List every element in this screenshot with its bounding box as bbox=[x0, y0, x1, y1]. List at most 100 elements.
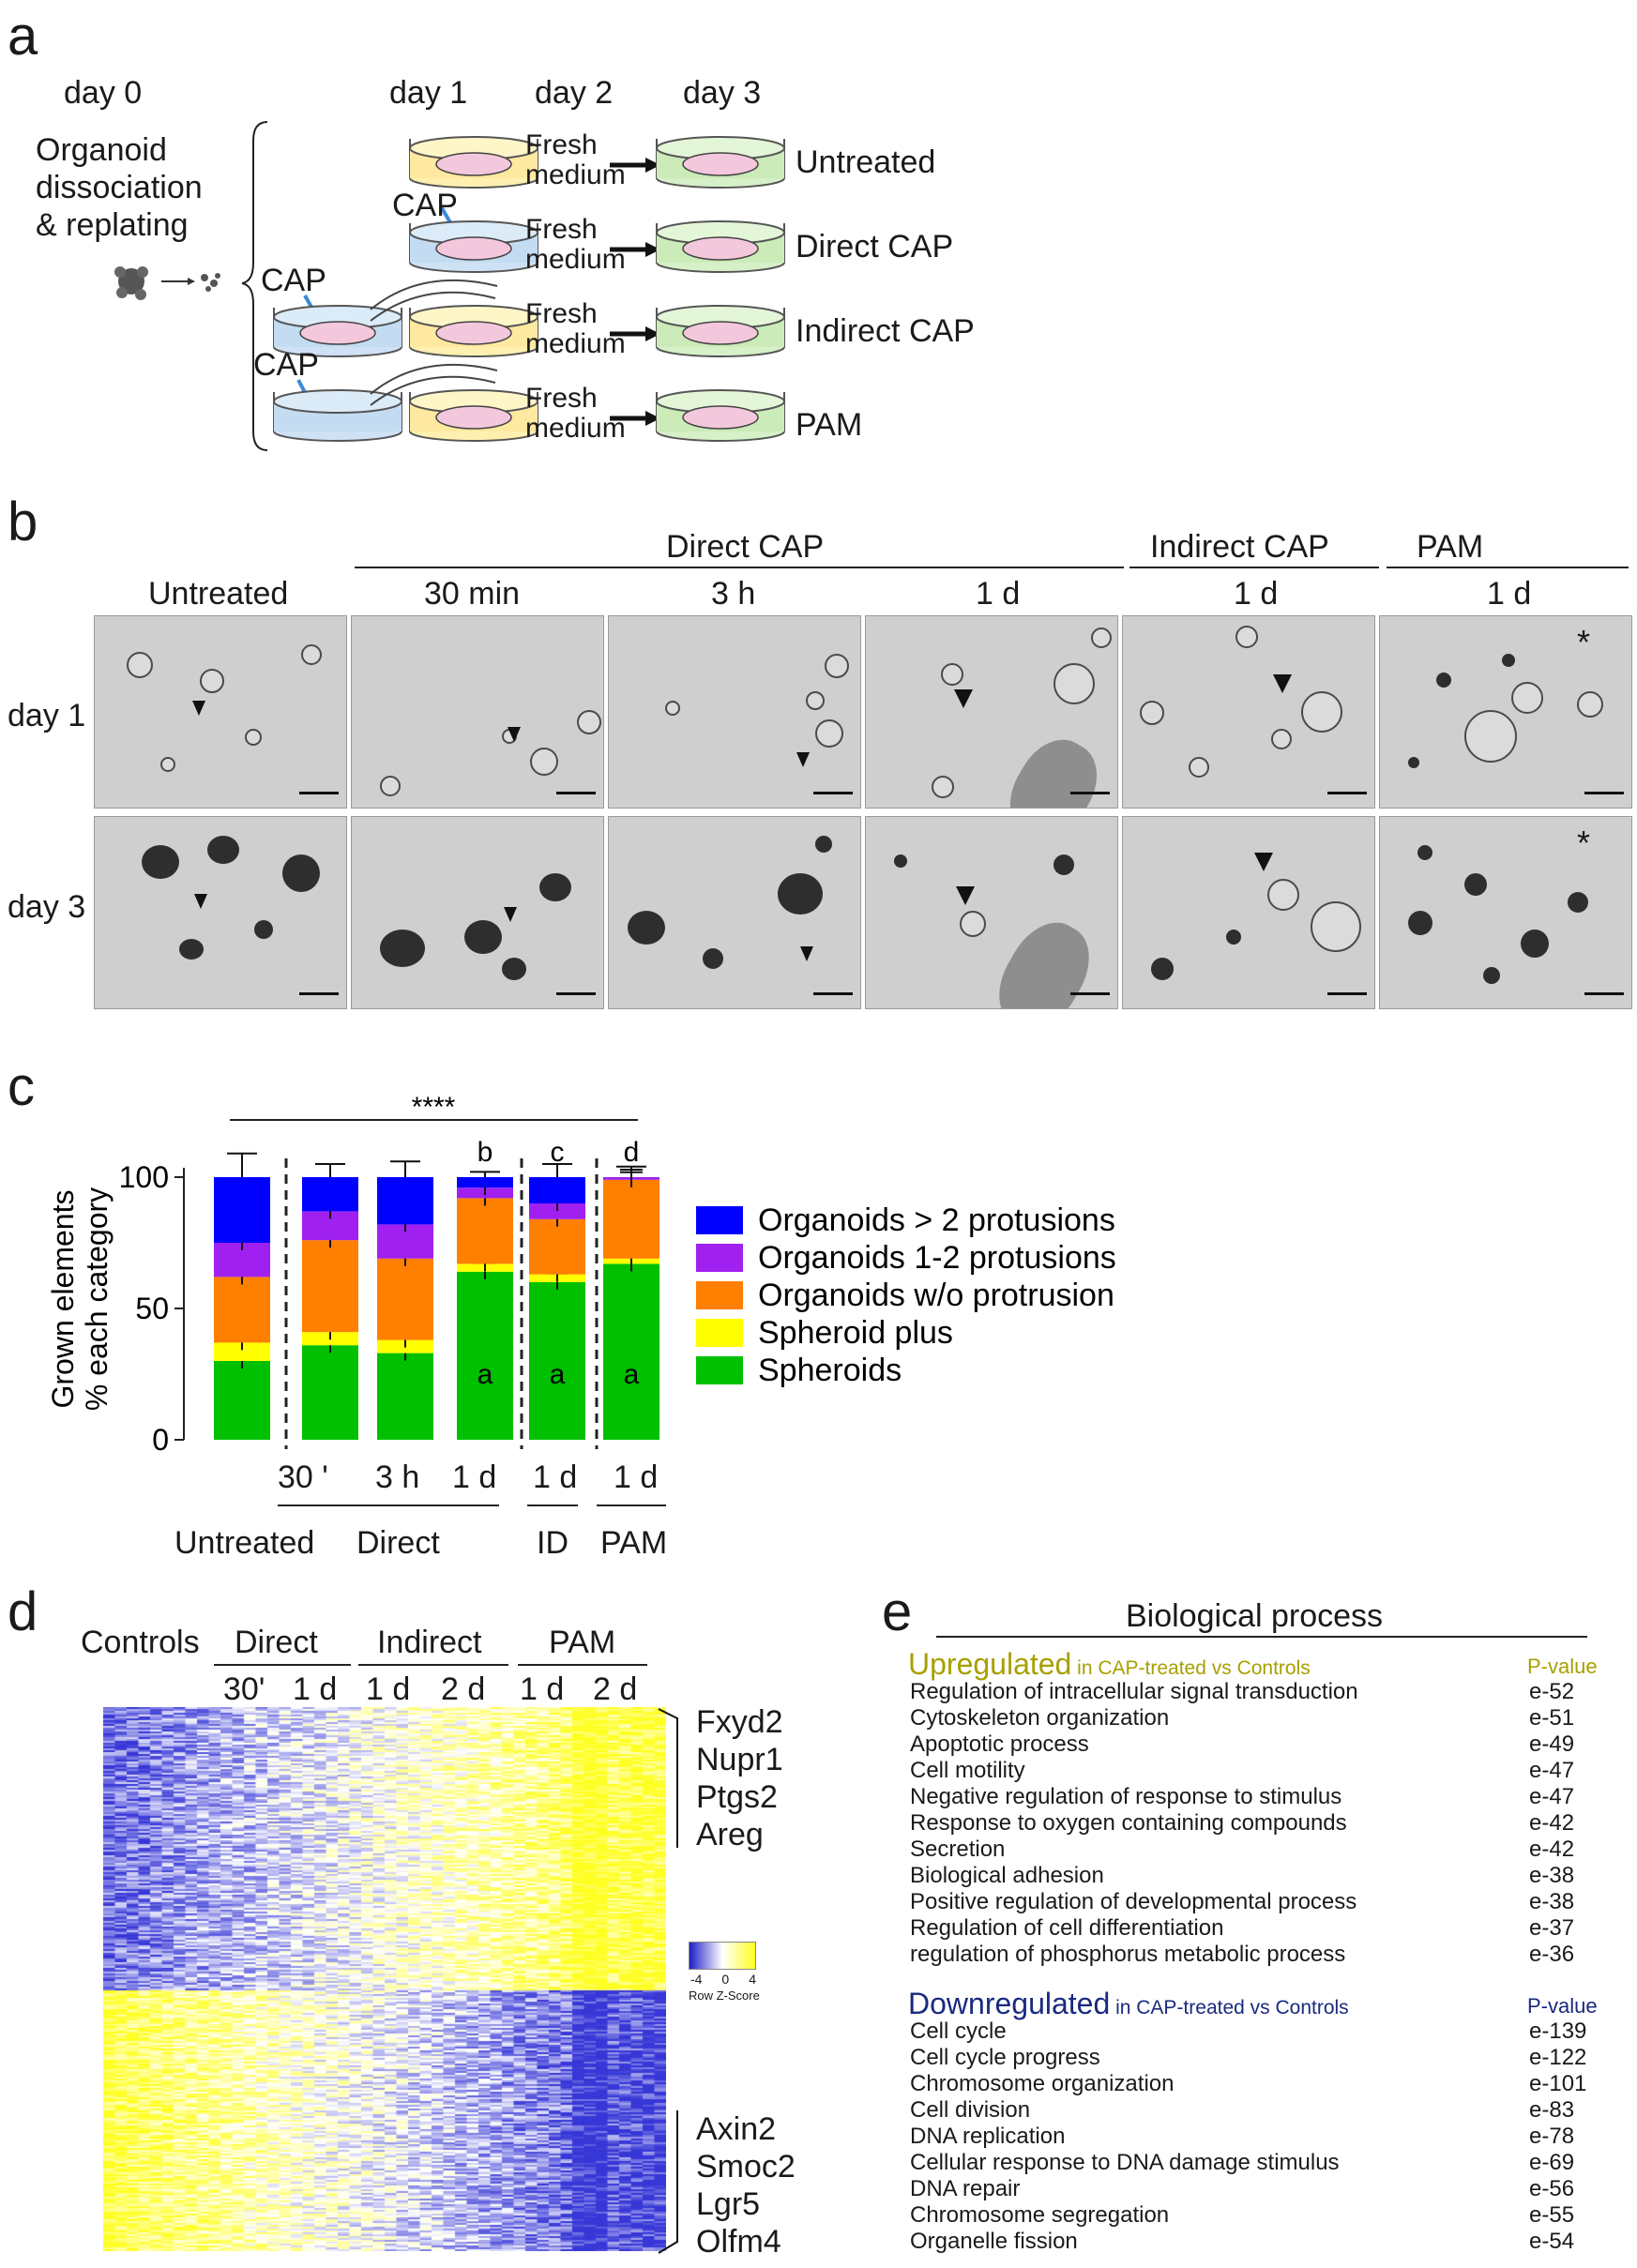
legend-label: Organoids 1-2 protusions bbox=[758, 1240, 1116, 1276]
legend-swatch bbox=[696, 1206, 743, 1234]
go-term-row: Chromosome segregation e-55 bbox=[910, 2202, 1595, 2229]
micrograph-30min-day3 bbox=[351, 816, 604, 1009]
go-term-name: regulation of phosphorus metabolic proce… bbox=[910, 1942, 1346, 1967]
col-1d-direct: 1 d bbox=[976, 576, 1021, 612]
fresh-4: Fresh bbox=[525, 383, 598, 414]
go-term-name: Regulation of intracellular signal trans… bbox=[910, 1679, 1358, 1704]
hm-col-2d-pam: 2 d bbox=[593, 1671, 638, 1707]
significance-letter: b bbox=[477, 1137, 493, 1168]
downregulated-heading: Downregulated bbox=[908, 1987, 1111, 2020]
row-untreated: Untreated bbox=[796, 144, 936, 180]
go-term-name: Negative regulation of response to stimu… bbox=[910, 1784, 1342, 1809]
dish-direct-day3 bbox=[656, 220, 785, 273]
xgroup-id: ID bbox=[537, 1525, 568, 1561]
cap-label-indirect: CAP bbox=[261, 263, 326, 298]
go-term-name: Organelle fission bbox=[910, 2229, 1078, 2254]
col-1d-pam: 1 d bbox=[1487, 576, 1532, 612]
dissociation-text: Organoid dissociation & replating bbox=[36, 131, 203, 244]
xgroup-direct: Direct bbox=[356, 1525, 440, 1561]
go-term-pvalue: e-55 bbox=[1529, 2202, 1575, 2228]
letter-a: a bbox=[477, 1359, 493, 1390]
gene-brackets bbox=[658, 1708, 678, 2254]
go-term-name: Cellular response to DNA damage stimulus bbox=[910, 2150, 1340, 2175]
micrograph-30min-day1 bbox=[351, 615, 604, 809]
go-term-pvalue: e-37 bbox=[1529, 1915, 1575, 1941]
go-term-name: Positive regulation of developmental pro… bbox=[910, 1889, 1357, 1914]
hm-direct-line bbox=[214, 1664, 351, 1666]
fresh-2: Fresh bbox=[525, 214, 598, 245]
bar-segment bbox=[214, 1361, 270, 1440]
up-pvalue-header: P-value bbox=[1527, 1655, 1598, 1678]
micrograph-1d-pam-day3: * bbox=[1379, 816, 1632, 1009]
go-term-row: Regulation of intracellular signal trans… bbox=[910, 1679, 1595, 1705]
go-term-row: Secretion e-42 bbox=[910, 1837, 1595, 1863]
row-day1: day 1 bbox=[8, 698, 86, 733]
go-term-row: Apoptotic process e-49 bbox=[910, 1731, 1595, 1758]
significance-letter: c bbox=[551, 1137, 565, 1168]
go-term-pvalue: e-38 bbox=[1529, 1863, 1575, 1888]
hm-col-2d-indirect: 2 d bbox=[441, 1671, 486, 1707]
day1-label: day 1 bbox=[389, 75, 468, 111]
go-term-pvalue: e-36 bbox=[1529, 1942, 1575, 1967]
go-term-name: Cell cycle progress bbox=[910, 2045, 1100, 2070]
step-line-2: dissociation bbox=[36, 170, 203, 205]
go-term-name: Response to oxygen containing compounds bbox=[910, 1810, 1347, 1836]
bar-segment bbox=[529, 1218, 585, 1275]
zscore-tick-mid: 0 bbox=[721, 1972, 730, 1987]
hm-group-direct: Direct bbox=[235, 1625, 318, 1660]
go-term-row: regulation of phosphorus metabolic proce… bbox=[910, 1942, 1595, 1968]
day2-label: day 2 bbox=[535, 75, 614, 111]
bar-segment bbox=[302, 1345, 358, 1440]
group-direct-cap: Direct CAP bbox=[666, 529, 825, 565]
micrograph-1d-direct-day1 bbox=[865, 615, 1118, 809]
go-term-row: DNA repair e-56 bbox=[910, 2176, 1595, 2202]
indirect-cap-line bbox=[1129, 567, 1379, 568]
step-line-1: Organoid bbox=[36, 132, 167, 168]
go-term-name: Secretion bbox=[910, 1837, 1006, 1862]
go-term-pvalue: e-49 bbox=[1529, 1731, 1575, 1757]
zscore-label: Row Z-Score bbox=[689, 1988, 760, 2003]
go-term-pvalue: e-47 bbox=[1529, 1784, 1575, 1809]
zscore-ticks: -4 0 4 bbox=[690, 1972, 756, 1987]
panel-c-label: c bbox=[8, 1056, 35, 1117]
go-term-name: Cell cycle bbox=[910, 2019, 1007, 2044]
bar-segment bbox=[529, 1282, 585, 1440]
hm-col-1d-indirect: 1 d bbox=[366, 1671, 411, 1707]
arrow-untreated bbox=[610, 158, 660, 173]
go-term-pvalue: e-42 bbox=[1529, 1837, 1575, 1862]
go-term-pvalue: e-51 bbox=[1529, 1705, 1575, 1731]
dish-indirect-cap bbox=[273, 295, 402, 357]
pam-group-line bbox=[597, 1504, 666, 1506]
stacked-bar-chart: 0 50 100 Grown elements% each category **** b… bbox=[46, 1092, 1116, 1457]
down-header: Downregulated in CAP-treated vs Controls bbox=[908, 1987, 1349, 2021]
genes-up: Fxyd2 Nupr1 Ptgs2 Areg bbox=[696, 1703, 783, 1853]
day0-label: day 0 bbox=[64, 75, 143, 111]
go-term-name: Cytoskeleton organization bbox=[910, 1705, 1170, 1731]
go-term-name: Cell motility bbox=[910, 1758, 1025, 1783]
legend-label: Organoids > 2 protusions bbox=[758, 1202, 1115, 1238]
micrograph-untreated-day3 bbox=[94, 816, 347, 1009]
legend-label: Spheroids bbox=[758, 1353, 902, 1388]
micrograph-3h-day3 bbox=[608, 816, 861, 1009]
col-untreated: Untreated bbox=[148, 576, 289, 612]
go-term-name: Apoptotic process bbox=[910, 1731, 1089, 1757]
col-30min: 30 min bbox=[424, 576, 521, 612]
y-axis-title-2: % each category bbox=[80, 1187, 114, 1411]
fresh-3: Fresh bbox=[525, 298, 598, 329]
dish-pam-cap bbox=[273, 379, 402, 442]
micrograph-untreated-day1 bbox=[94, 615, 347, 809]
gene-smoc2: Smoc2 bbox=[696, 2149, 796, 2185]
row-pam: PAM bbox=[796, 407, 863, 443]
letter-a: a bbox=[550, 1359, 566, 1390]
dish-pam-day1 bbox=[409, 389, 538, 442]
bar-segment bbox=[377, 1258, 433, 1340]
up-header: Upregulated in CAP-treated vs Controls bbox=[908, 1647, 1311, 1682]
go-term-row: Biological adhesion e-38 bbox=[910, 1863, 1595, 1889]
xgroup-pam: PAM bbox=[600, 1525, 668, 1561]
upregulated-list: Regulation of intracellular signal trans… bbox=[910, 1679, 1595, 1968]
bar-segment bbox=[603, 1179, 659, 1259]
bar-segment bbox=[377, 1177, 433, 1225]
star-day3: * bbox=[1577, 824, 1591, 862]
go-term-name: Cell division bbox=[910, 2097, 1031, 2123]
go-term-row: Cell cycle e-139 bbox=[910, 2019, 1595, 2045]
